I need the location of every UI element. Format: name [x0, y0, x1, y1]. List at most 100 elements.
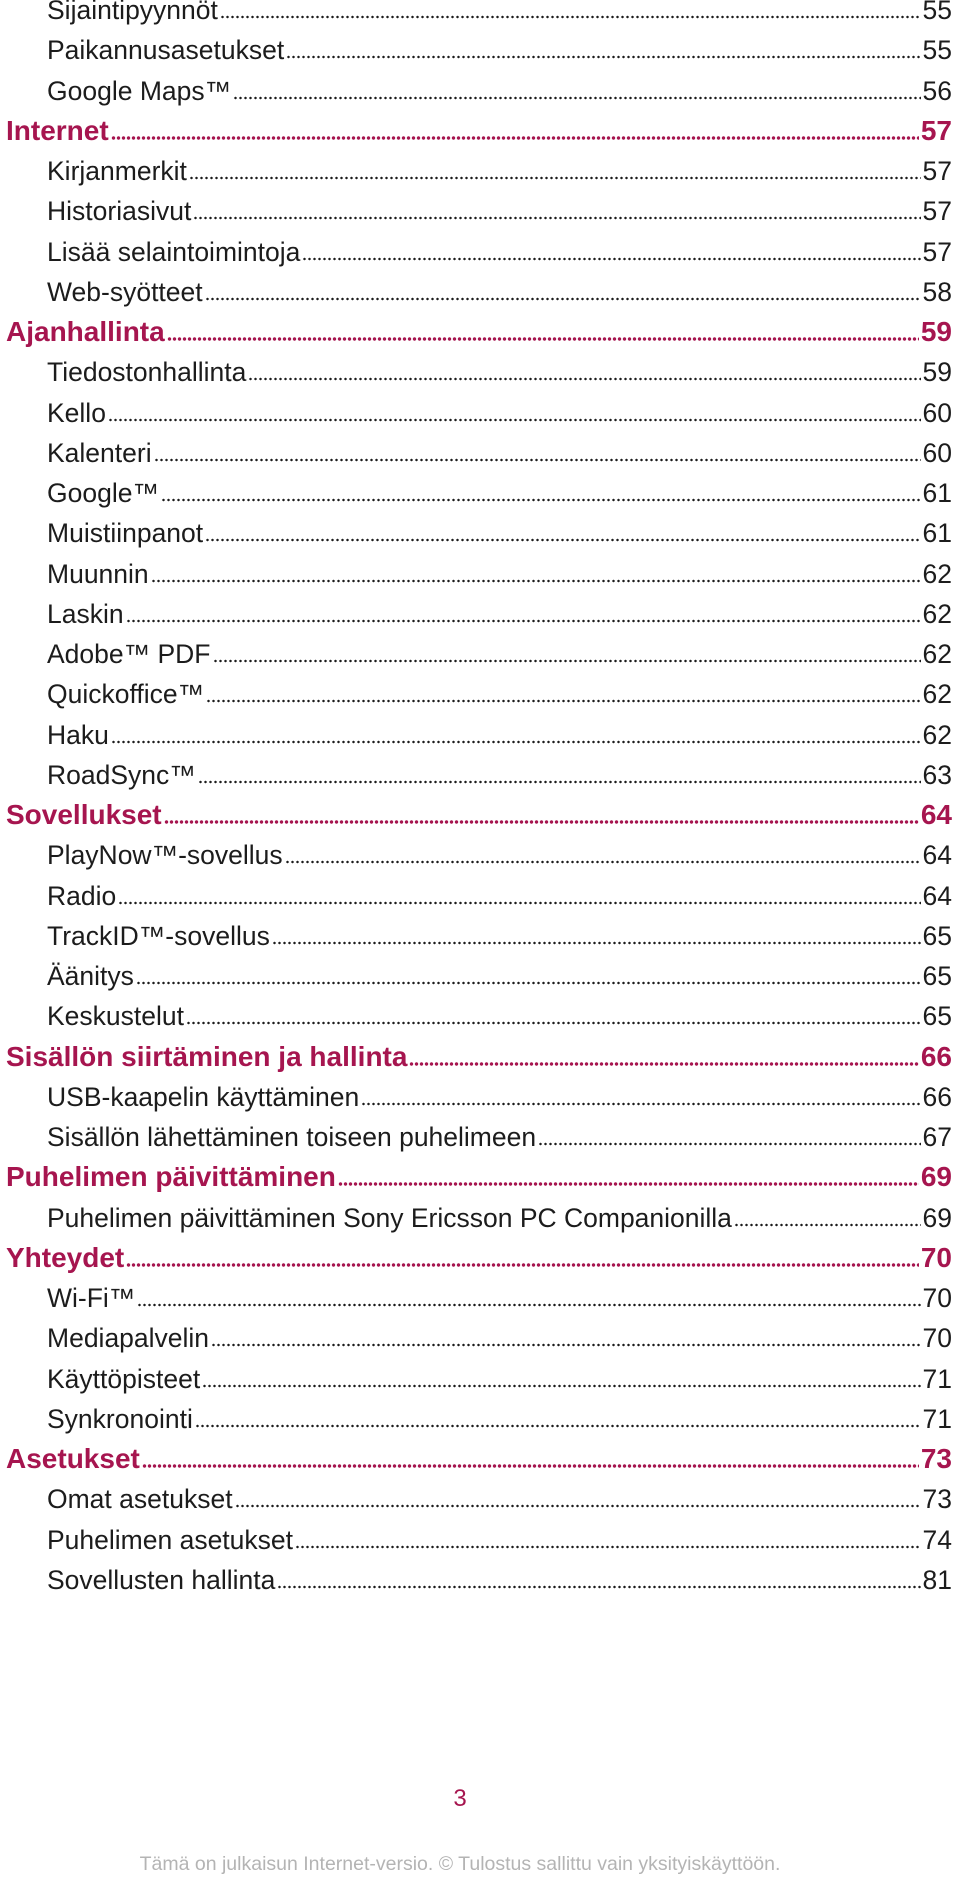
toc-entry-page: 59: [922, 357, 952, 388]
dot-leader: [295, 1543, 921, 1550]
toc-section-entry[interactable]: Yhteydet 70: [0, 1234, 952, 1274]
toc-entry[interactable]: Sovellusten hallinta 81: [0, 1556, 952, 1596]
dot-leader: [125, 617, 921, 624]
toc-entry[interactable]: Quickoffice™ 62: [0, 670, 952, 710]
toc-entry-page: 69: [920, 1161, 952, 1193]
toc-entry[interactable]: Muistiinpanot 61: [0, 509, 952, 549]
toc-entry[interactable]: PlayNow™-sovellus 64: [0, 831, 952, 871]
toc-section-entry[interactable]: Sisällön siirtäminen ja hallinta 66: [0, 1033, 952, 1073]
toc-entry[interactable]: Kalenteri 60: [0, 429, 952, 469]
toc-section-entry[interactable]: Internet 57: [0, 107, 952, 147]
toc-entry[interactable]: TrackID™-sovellus 65: [0, 912, 952, 952]
toc-entry[interactable]: Kirjanmerkit 57: [0, 147, 952, 187]
footer-note: Tämä on julkaisun Internet-versio. © Tul…: [139, 1853, 781, 1875]
toc-entry-page: 70: [920, 1241, 952, 1273]
toc-entry-title: Wi-Fi™: [47, 1283, 136, 1313]
toc-entry-title: Quickoffice™: [47, 679, 205, 710]
dot-leader: [193, 215, 921, 222]
dot-leader: [233, 94, 921, 101]
toc-entry[interactable]: Historiasivut 57: [0, 187, 952, 227]
toc-entry-page: 74: [922, 1524, 952, 1555]
dot-leader: [141, 1463, 919, 1469]
toc-entry[interactable]: Google Maps™ 56: [0, 67, 952, 107]
toc-entry[interactable]: Web-syötteet 58: [0, 268, 952, 308]
toc-entry-title: Paikannusasetukset: [47, 35, 285, 66]
toc-entry[interactable]: Sijaintipyynnöt 55: [0, 0, 952, 26]
toc-entry-title: Sovellusten hallinta: [47, 1564, 276, 1595]
toc-entry-page: 62: [922, 598, 952, 629]
toc-entry[interactable]: Radio 64: [0, 872, 952, 912]
toc-entry-page: 65: [922, 961, 952, 991]
toc-entry-title: Google Maps™: [47, 75, 232, 106]
toc-entry-title: Mediapalvelin: [47, 1323, 210, 1354]
dot-leader: [211, 1342, 921, 1349]
dot-leader: [206, 698, 921, 705]
toc-entry[interactable]: Omat asetukset 73: [0, 1475, 952, 1515]
dot-leader: [135, 980, 921, 986]
toc-entry-title: Synkronointi: [47, 1403, 193, 1434]
toc-entry[interactable]: Keskustelut 65: [0, 992, 952, 1032]
toc-entry-page: 67: [922, 1122, 952, 1152]
toc-entry-title: Tiedostonhallinta: [47, 357, 247, 388]
toc-entry[interactable]: Wi-Fi™ 70: [0, 1274, 952, 1314]
toc-entry-title: PlayNow™-sovellus: [47, 840, 283, 871]
toc-entry[interactable]: RoadSync™ 63: [0, 751, 952, 791]
toc-entry[interactable]: Puhelimen päivittäminen Sony Ericsson PC…: [0, 1194, 952, 1234]
toc-entry-title: Keskustelut: [47, 1001, 184, 1032]
toc-entry[interactable]: Käyttöpisteet 71: [0, 1355, 952, 1395]
toc-entry-title: Sijaintipyynnöt: [47, 0, 218, 25]
toc-entry[interactable]: Puhelimen asetukset 74: [0, 1516, 952, 1556]
toc-entry[interactable]: Lisää selaintoimintoja 57: [0, 228, 952, 268]
dot-leader: [212, 658, 921, 664]
toc-entry-title: Ajanhallinta: [6, 316, 165, 347]
toc-entry-title: USB-kaapelin käyttäminen: [47, 1081, 360, 1112]
toc-entry[interactable]: Äänitys 65: [0, 952, 952, 992]
dot-leader: [160, 497, 921, 503]
toc-entry[interactable]: Tiedostonhallinta 59: [0, 348, 952, 388]
toc-entry-page: 81: [922, 1564, 952, 1595]
toc-entry[interactable]: Muunnin 62: [0, 550, 952, 590]
toc-entry-page: 55: [922, 35, 952, 66]
dot-leader: [118, 899, 921, 906]
dot-leader: [248, 376, 921, 383]
toc-entry[interactable]: Adobe™ PDF 62: [0, 630, 952, 670]
dot-leader: [153, 456, 921, 463]
toc-entry-title: Sisällön lähettäminen toiseen puhelimeen: [47, 1122, 537, 1152]
toc-entry-title: Google™: [47, 478, 159, 508]
toc-entry[interactable]: Sisällön lähettäminen toiseen puhelimeen…: [0, 1113, 952, 1153]
toc-section-entry[interactable]: Ajanhallinta 59: [0, 308, 952, 348]
toc-entry-title: Puhelimen päivittäminen: [6, 1161, 336, 1193]
toc-entry[interactable]: Laskin 62: [0, 590, 952, 630]
toc-entry[interactable]: Paikannusasetukset 55: [0, 26, 952, 66]
toc-entry-title: Puhelimen asetukset: [47, 1524, 294, 1555]
toc-entry[interactable]: Mediapalvelin 70: [0, 1314, 952, 1354]
toc-section-entry[interactable]: Puhelimen päivittäminen 69: [0, 1153, 952, 1193]
toc-entry[interactable]: Kello 60: [0, 389, 952, 429]
dot-leader: [202, 1382, 921, 1389]
toc-entry-title: Lisää selaintoimintoja: [47, 236, 301, 267]
toc-entry-page: 55: [922, 0, 952, 25]
toc-entry-page: 58: [922, 276, 952, 307]
toc-entry-page: 57: [922, 236, 952, 267]
dot-leader: [271, 939, 921, 946]
toc-section-entry[interactable]: Asetukset 73: [0, 1435, 952, 1475]
toc-entry-page: 62: [922, 679, 952, 710]
toc-entry-title: RoadSync™: [47, 759, 196, 790]
toc-entry-title: Asetukset: [6, 1443, 140, 1474]
dot-leader: [194, 1422, 921, 1429]
toc-entry-page: 71: [922, 1363, 952, 1394]
toc-entry-page: 73: [922, 1484, 952, 1515]
toc-entry[interactable]: Haku 62: [0, 711, 952, 751]
toc-entry-title: Web-syötteet: [47, 276, 203, 307]
toc-entry[interactable]: USB-kaapelin käyttäminen 66: [0, 1073, 952, 1113]
dot-leader: [234, 1503, 921, 1510]
dot-leader: [107, 416, 921, 423]
dot-leader: [205, 537, 921, 544]
toc-entry[interactable]: Google™ 61: [0, 469, 952, 509]
toc-section-entry[interactable]: Sovellukset 64: [0, 791, 952, 831]
dot-leader: [302, 255, 921, 262]
toc-entry[interactable]: Synkronointi 71: [0, 1395, 952, 1435]
toc-entry-page: 70: [922, 1283, 952, 1313]
dot-leader: [409, 1060, 919, 1067]
toc-entry-title: Haku: [47, 719, 109, 750]
